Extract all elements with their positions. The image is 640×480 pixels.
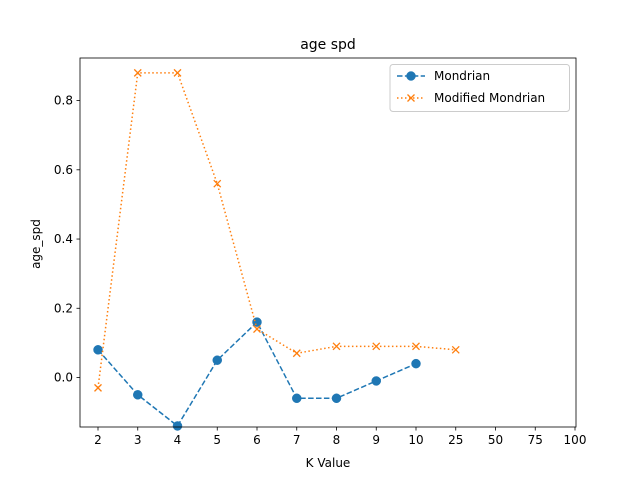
y-tick-label-0: 0.0 <box>54 371 73 385</box>
data-point-modified-mondrian-7 <box>292 349 301 358</box>
plot-frame <box>79 57 577 428</box>
data-point-mondrian-2 <box>93 345 103 355</box>
series-mondrian <box>93 317 421 431</box>
x-tick-label-100: 100 <box>564 433 587 447</box>
x-tick-label-25: 25 <box>448 433 463 447</box>
x-tick-label-9: 9 <box>372 433 380 447</box>
legend-label-mondrian: Mondrian <box>434 69 490 83</box>
data-point-mondrian-8 <box>331 393 342 404</box>
data-point-modified-mondrian-6 <box>253 325 261 333</box>
x-tick-label-7: 7 <box>293 433 301 447</box>
x-tick-label-6: 6 <box>253 433 261 447</box>
legend-box <box>389 64 570 112</box>
x-tick-label-2: 2 <box>94 433 102 447</box>
data-point-modified-mondrian-10 <box>412 342 420 351</box>
legend-marker-mondrian <box>406 71 416 81</box>
x-tick-label-75: 75 <box>528 433 543 447</box>
x-tick-label-50: 50 <box>488 433 503 447</box>
legend: Mondrian Modified Mondrian <box>389 64 570 112</box>
legend-label-modified-mondrian: Modified Mondrian <box>434 91 545 105</box>
x-tick-label-3: 3 <box>134 433 142 447</box>
chart-title: age spd <box>300 37 356 53</box>
y-tick-label-1: 0.2 <box>54 301 73 315</box>
data-point-modified-mondrian-5 <box>213 179 222 188</box>
series-line-modified-mondrian <box>97 72 456 388</box>
data-point-modified-mondrian-25 <box>451 345 460 354</box>
y-tick-label-2: 0.4 <box>54 232 73 246</box>
x-tick-label-4: 4 <box>174 433 182 447</box>
y-tick-label-4: 0.8 <box>54 94 73 108</box>
data-point-mondrian-3 <box>133 390 143 400</box>
data-point-mondrian-5 <box>212 355 222 365</box>
legend-marker-modified-mondrian <box>407 94 415 102</box>
data-point-modified-mondrian-8 <box>332 342 341 351</box>
x-tick-label-5: 5 <box>213 433 221 447</box>
data-point-mondrian-10 <box>411 358 421 369</box>
data-point-modified-mondrian-9 <box>372 342 381 351</box>
data-point-modified-mondrian-2 <box>94 383 102 392</box>
x-axis-label: K Value <box>306 456 351 470</box>
data-point-modified-mondrian-3 <box>133 68 142 77</box>
x-tick-label-8: 8 <box>333 433 341 447</box>
data-point-modified-mondrian-4 <box>173 68 182 77</box>
data-point-mondrian-9 <box>371 376 381 386</box>
plot-area: 2 3 4 5 6 7 8 9 10 25 50 75 100 0.0 0.2 0.4 0.6 0.8 <box>54 68 587 447</box>
series-modified-mondrian <box>94 68 460 392</box>
data-point-mondrian-7 <box>292 393 302 404</box>
y-axis-label: age_spd <box>29 219 43 269</box>
x-tick-label-10: 10 <box>408 433 423 447</box>
data-point-mondrian-4 <box>172 421 183 431</box>
y-tick-label-3: 0.6 <box>54 163 73 177</box>
